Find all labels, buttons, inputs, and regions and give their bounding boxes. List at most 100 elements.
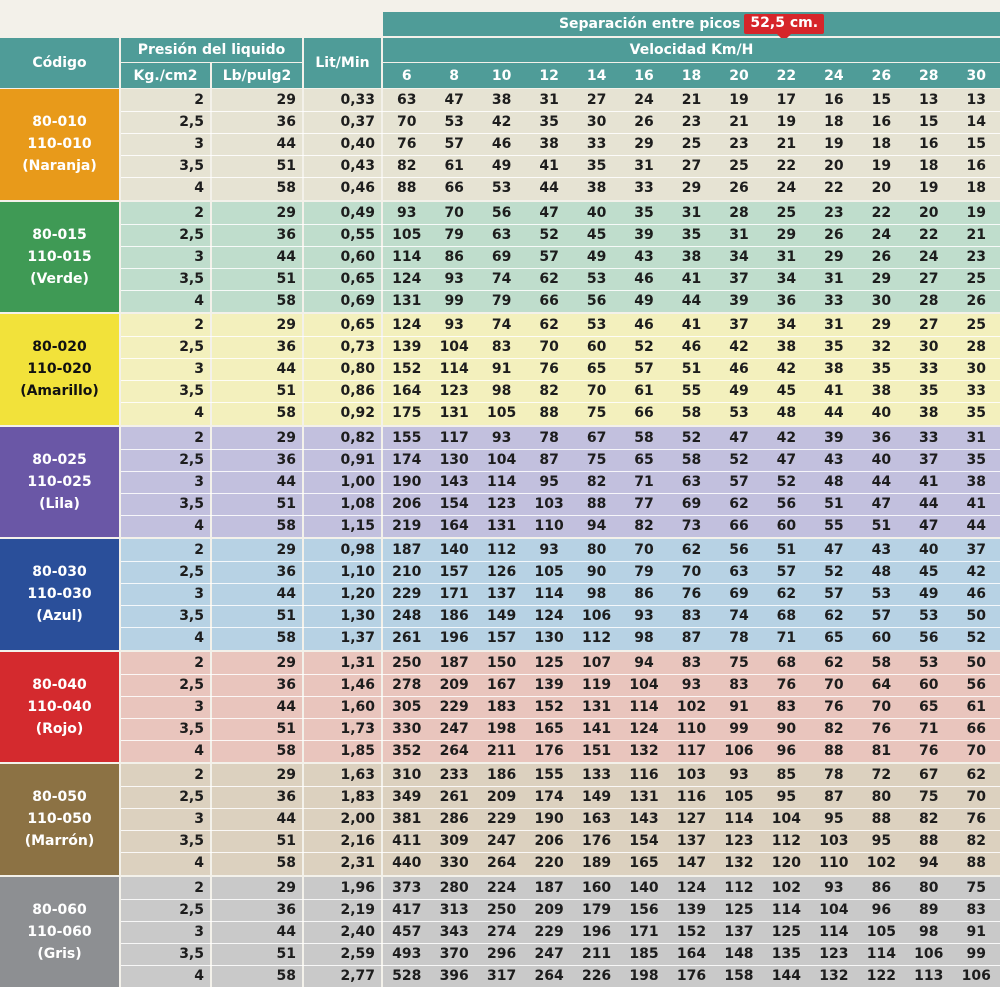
lb-cell: 36 xyxy=(212,224,302,246)
coverage-cell: 24 xyxy=(620,89,667,111)
coverage-cell: 75 xyxy=(715,652,762,674)
coverage-cell: 130 xyxy=(525,627,572,649)
coverage-cell: 124 xyxy=(525,605,572,627)
coverage-cell: 44 xyxy=(668,290,715,312)
speed-header-cell: 24 xyxy=(810,63,857,88)
nozzle-color-name: (Naranja) xyxy=(22,155,97,177)
coverage-cell: 90 xyxy=(763,718,810,740)
coverage-cell: 88 xyxy=(953,852,1000,874)
lit-min-cell: 1,96 xyxy=(304,877,381,899)
coverage-cell: 70 xyxy=(953,740,1000,762)
coverage-cell: 25 xyxy=(715,155,762,177)
lit-min-cell: 0,86 xyxy=(304,380,381,402)
coverage-cell: 106 xyxy=(905,943,952,965)
nozzle-code2: 110-050 xyxy=(27,808,91,830)
coverage-cell: 164 xyxy=(668,943,715,965)
nozzle-code1: 80-010 xyxy=(32,111,87,133)
coverage-cell: 38 xyxy=(478,89,525,111)
coverage-cell: 137 xyxy=(668,830,715,852)
coverage-cell: 90 xyxy=(573,561,620,583)
speed-header-cell: 16 xyxy=(620,63,667,88)
coverage-cell: 175 xyxy=(383,402,430,424)
coverage-cell: 57 xyxy=(430,133,477,155)
coverage-cell: 248 xyxy=(383,605,430,627)
nozzle-code2: 110-030 xyxy=(27,583,91,605)
coverage-cell: 52 xyxy=(953,627,1000,649)
coverage-cell: 16 xyxy=(905,133,952,155)
coverage-cell: 114 xyxy=(620,696,667,718)
coverage-cell: 43 xyxy=(810,449,857,471)
lit-min-cell: 0,65 xyxy=(304,314,381,336)
coverage-cell: 22 xyxy=(810,177,857,199)
coverage-cell: 13 xyxy=(953,89,1000,111)
coverage-cell: 53 xyxy=(573,268,620,290)
coverage-cell: 30 xyxy=(905,336,952,358)
coverage-cell: 38 xyxy=(905,402,952,424)
coverage-cell: 41 xyxy=(668,314,715,336)
coverage-cell: 65 xyxy=(905,696,952,718)
coverage-cell: 229 xyxy=(430,696,477,718)
lit-min-cell: 1,31 xyxy=(304,652,381,674)
coverage-cell: 93 xyxy=(478,427,525,449)
coverage-cell: 51 xyxy=(810,493,857,515)
lb-cell: 51 xyxy=(212,493,302,515)
coverage-cell: 73 xyxy=(668,515,715,537)
coverage-cell: 112 xyxy=(573,627,620,649)
lb-cell: 29 xyxy=(212,652,302,674)
coverage-cell: 26 xyxy=(858,246,905,268)
coverage-cell: 26 xyxy=(620,111,667,133)
kg-cell: 4 xyxy=(121,290,210,312)
lb-cell: 44 xyxy=(212,583,302,605)
coverage-cell: 57 xyxy=(858,605,905,627)
coverage-cell: 137 xyxy=(715,921,762,943)
lit-min-cell: 0,49 xyxy=(304,202,381,224)
coverage-cell: 56 xyxy=(478,202,525,224)
coverage-cell: 110 xyxy=(668,718,715,740)
lit-min-cell: 2,31 xyxy=(304,852,381,874)
coverage-cell: 79 xyxy=(620,561,667,583)
coverage-cell: 131 xyxy=(478,515,525,537)
nozzle-code2: 110-040 xyxy=(27,696,91,718)
lb-cell: 44 xyxy=(212,696,302,718)
coverage-cell: 58 xyxy=(858,652,905,674)
coverage-cell: 69 xyxy=(478,246,525,268)
coverage-cell: 209 xyxy=(525,899,572,921)
coverage-cell: 196 xyxy=(430,627,477,649)
kg-cell: 3,5 xyxy=(121,943,210,965)
lit-min-cell: 0,80 xyxy=(304,358,381,380)
coverage-cell: 83 xyxy=(478,336,525,358)
lit-min-cell: 1,85 xyxy=(304,740,381,762)
lit-min-cell: 2,00 xyxy=(304,808,381,830)
coverage-cell: 53 xyxy=(573,314,620,336)
coverage-cell: 40 xyxy=(858,402,905,424)
coverage-cell: 120 xyxy=(763,852,810,874)
coverage-cell: 198 xyxy=(478,718,525,740)
coverage-cell: 210 xyxy=(383,561,430,583)
coverage-cell: 61 xyxy=(620,380,667,402)
coverage-cell: 26 xyxy=(953,290,1000,312)
coverage-cell: 198 xyxy=(620,965,667,987)
coverage-cell: 147 xyxy=(668,852,715,874)
coverage-cell: 140 xyxy=(430,539,477,561)
nozzle-code1: 80-030 xyxy=(32,561,87,583)
coverage-cell: 55 xyxy=(810,515,857,537)
coverage-cell: 66 xyxy=(953,718,1000,740)
coverage-cell: 68 xyxy=(763,605,810,627)
lb-cell: 36 xyxy=(212,111,302,133)
coverage-cell: 305 xyxy=(383,696,430,718)
coverage-cell: 45 xyxy=(905,561,952,583)
coverage-cell: 104 xyxy=(763,808,810,830)
coverage-cell: 125 xyxy=(763,921,810,943)
coverage-cell: 70 xyxy=(573,380,620,402)
coverage-cell: 31 xyxy=(810,268,857,290)
speed-header-cell: 8 xyxy=(430,63,477,88)
coverage-cell: 23 xyxy=(715,133,762,155)
lb-cell: 29 xyxy=(212,202,302,224)
lit-min-cell: 1,73 xyxy=(304,718,381,740)
coverage-cell: 37 xyxy=(953,539,1000,561)
coverage-cell: 62 xyxy=(525,268,572,290)
coverage-cell: 309 xyxy=(430,830,477,852)
lit-min-cell: 0,60 xyxy=(304,246,381,268)
coverage-cell: 137 xyxy=(478,583,525,605)
